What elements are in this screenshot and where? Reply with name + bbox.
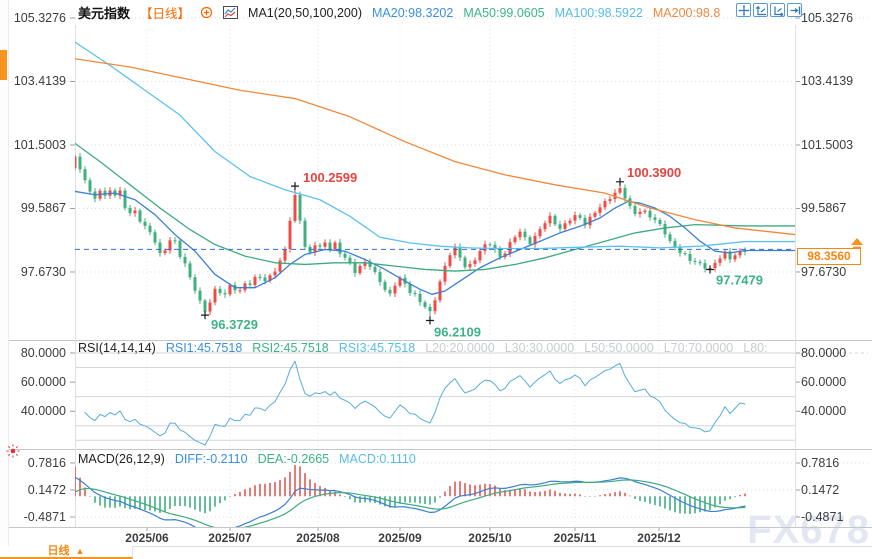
ma-value-label: MA100:98.5922 xyxy=(554,5,643,20)
x-axis-label: 2025/11 xyxy=(553,531,597,545)
macd-params-label: MACD(26,12,9) xyxy=(78,452,165,466)
go-to-latest-icon xyxy=(790,6,800,14)
svg-text:96.3729: 96.3729 xyxy=(211,317,258,332)
watermark: FX678 xyxy=(747,508,870,552)
chart-toolbar xyxy=(736,3,802,17)
ma-value-label: MA20:98.3202 xyxy=(372,5,454,20)
chart-header: 美元指数 【日线】 MA1(20,50,100,200) MA20:98.320… xyxy=(78,3,720,22)
chart-type-icon[interactable] xyxy=(223,6,239,19)
tab-daily-label: 日线 xyxy=(47,545,70,557)
svg-text:97.7479: 97.7479 xyxy=(716,272,763,287)
x-axis-label: 2025/10 xyxy=(468,531,512,545)
ma-lines xyxy=(75,41,795,295)
rsi-value-label: RSI3:45.7518 xyxy=(338,341,416,355)
rsi-levels: L20:20.0000 L30:30.0000 L50:50.0000 L70:70.… xyxy=(425,341,767,355)
rsi-line xyxy=(84,360,746,446)
tab-daily[interactable]: 日线 ▲ xyxy=(0,546,133,559)
x-axis-label: 2025/12 xyxy=(637,531,681,545)
macd-value-label: DEA:-0.2665 xyxy=(257,452,330,466)
macd-lines xyxy=(75,476,746,527)
ma-params-label: MA1(20,50,100,200) xyxy=(248,5,362,20)
macd-histogram xyxy=(75,465,746,514)
live-indicator-icon xyxy=(6,444,20,458)
period-label: 【日线】 xyxy=(140,7,191,21)
macd-value-label: MACD:0.1110 xyxy=(339,452,416,466)
axis-scale-x-icon xyxy=(773,6,783,16)
svg-text:100.2599: 100.2599 xyxy=(303,170,357,185)
macd-value-label: DIFF:-0.2110 xyxy=(174,452,248,466)
rsi-panel-header: RSI(14,14,14) RSI1:45.7518 RSI2:45.7518 RS… xyxy=(78,341,768,355)
x-axis-label: 2025/07 xyxy=(208,531,252,545)
add-indicator-icon[interactable] xyxy=(200,6,213,19)
ma-value-label: MA200:98.8 xyxy=(652,5,721,20)
crosshair-icon xyxy=(738,4,749,16)
rsi-level-label: L50:50.0000 xyxy=(584,341,654,355)
axis-scale-x-button[interactable] xyxy=(770,3,785,17)
x-axis-label: 2025/08 xyxy=(296,531,340,545)
ma-legend: MA20:98.3202 MA50:99.0605 MA100:98.5922 MA2… xyxy=(372,6,720,20)
rsi-level-label: L30:30.0000 xyxy=(504,341,575,355)
last-price-tag: 98.3560 xyxy=(797,248,861,266)
rsi-params-label: RSI(14,14,14) xyxy=(78,341,156,355)
rsi-level-label: L80: xyxy=(743,341,768,355)
axis-scale-y-icon xyxy=(755,5,766,15)
left-scroll-indicator[interactable] xyxy=(0,50,7,80)
axis-scale-y-button[interactable] xyxy=(753,3,768,17)
go-to-latest-button[interactable] xyxy=(787,3,802,17)
rsi-value-label: RSI2:45.7518 xyxy=(252,341,329,355)
rsi-value-label: RSI1:45.7518 xyxy=(165,341,243,355)
caret-up-icon: ▲ xyxy=(75,546,85,556)
go-to-latest-arrow-icon[interactable] xyxy=(850,238,864,249)
crosshair-button[interactable] xyxy=(736,3,751,17)
rsi-level-label: L20:20.0000 xyxy=(425,341,495,355)
ma-value-label: MA50:99.0605 xyxy=(463,5,545,20)
x-axis-label: 2025/09 xyxy=(378,531,422,545)
left-edge-strip xyxy=(0,0,9,559)
x-axis-label: 2025/06 xyxy=(125,531,169,545)
price-extremes: 96.3729 100.2599 96.2109 100.3900 97.7479 xyxy=(201,165,763,339)
rsi-level-label: L70:70.0000 xyxy=(663,341,734,355)
macd-panel-header: MACD(26,12,9) DIFF:-0.2110 DEA:-0.2665 MAC… xyxy=(78,452,416,466)
macd-values: DIFF:-0.2110 DEA:-0.2665 MACD:0.1110 xyxy=(175,452,416,466)
rsi-values: RSI1:45.7518 RSI2:45.7518 RSI3:45.7518 xyxy=(166,341,415,355)
svg-text:100.3900: 100.3900 xyxy=(627,165,681,180)
instrument-title: 美元指数 xyxy=(78,6,131,21)
svg-text:96.2109: 96.2109 xyxy=(434,324,481,339)
x-axis: 2025/06 2025/07 2025/08 2025/09 2025/10 2025/… xyxy=(0,531,872,547)
